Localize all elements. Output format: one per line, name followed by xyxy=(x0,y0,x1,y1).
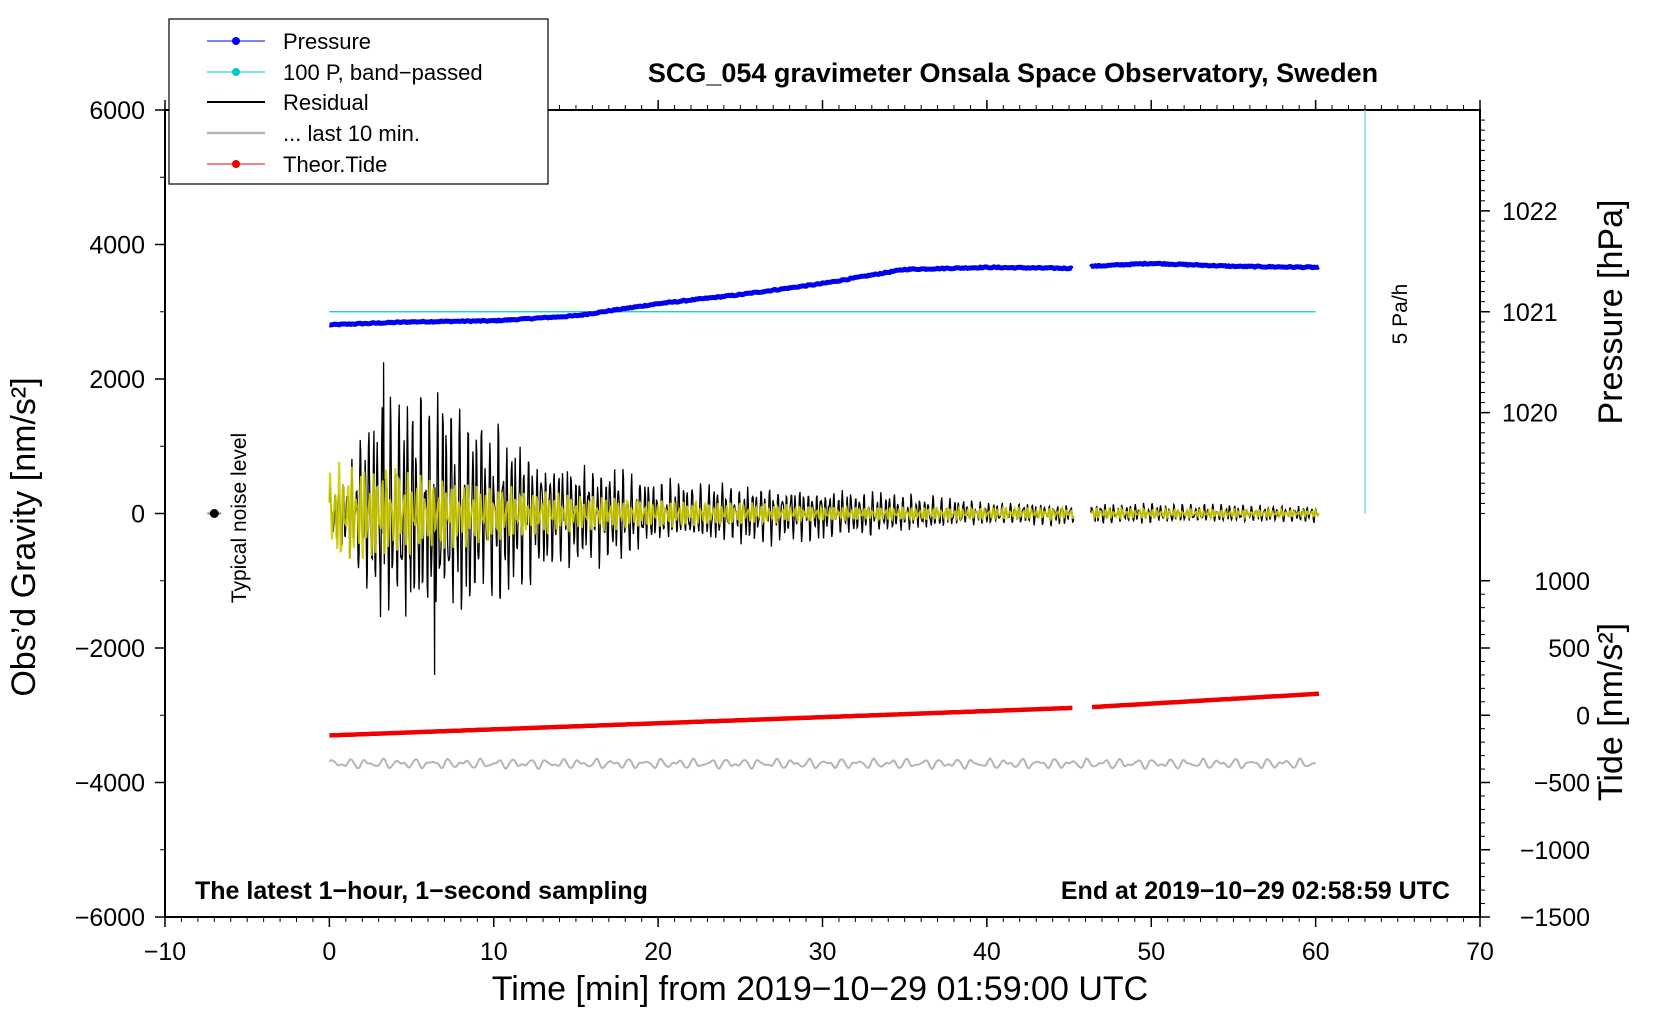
rate-label: 5 Pa/h xyxy=(1389,284,1412,345)
y-left-tick-label: 0 xyxy=(131,501,145,529)
y-left-tick-label: 4000 xyxy=(89,232,145,260)
y-left-tick-label: −6000 xyxy=(75,904,145,932)
x-tick-label: 10 xyxy=(480,938,508,966)
x-tick-label: 30 xyxy=(809,938,837,966)
x-tick-label: 60 xyxy=(1302,938,1330,966)
y-left-tick-label: 6000 xyxy=(89,97,145,125)
x-tick-label: −10 xyxy=(144,938,186,966)
tide-series xyxy=(329,691,1320,738)
x-tick-label: 20 xyxy=(644,938,672,966)
tide-tick-label: −500 xyxy=(1534,770,1590,798)
y-axis-left: 6000 4000 2000 0 −2000 −4000 −6000 xyxy=(75,97,165,932)
legend-entry-last10: ... last 10 min. xyxy=(207,121,420,146)
y-left-tick-label: 2000 xyxy=(89,366,145,394)
x-axis-title: Time [min] from 2019−10−29 01:59:00 UTC xyxy=(492,970,1148,1008)
legend-label-tide: Theor.Tide xyxy=(283,152,387,177)
chart-title: SCG_054 gravimeter Onsala Space Observat… xyxy=(648,58,1378,88)
legend-entry-bandpassed: 100 P, band−passed xyxy=(207,60,483,85)
x-tick-label: 40 xyxy=(973,938,1001,966)
bandpassed-overlay-series xyxy=(328,461,1320,560)
tide-tick-label: −1500 xyxy=(1520,904,1590,932)
pressure-tick-label: 1022 xyxy=(1502,198,1558,226)
tide-tick-label: 1000 xyxy=(1534,568,1590,596)
pressure-series xyxy=(328,260,1320,328)
tide-tick-label: 500 xyxy=(1548,635,1590,663)
legend-label-residual: Residual xyxy=(283,90,369,115)
x-tick-label: 70 xyxy=(1466,938,1494,966)
y-axis-left-title: Obs’d Gravity [nm/s²] xyxy=(5,377,43,696)
legend-entry-tide: Theor.Tide xyxy=(207,152,387,177)
noise-level-label: Typical noise level xyxy=(228,433,251,603)
legend-marker-pressure xyxy=(232,37,240,45)
y-axis-right-top-title: Pressure [hPa] xyxy=(1592,200,1630,425)
pressure-tick-label: 1021 xyxy=(1502,299,1558,327)
last-10-min-series xyxy=(328,757,1316,771)
legend-label-pressure: Pressure xyxy=(283,29,371,54)
legend-label-last10: ... last 10 min. xyxy=(283,121,420,146)
legend-label-bandpassed: 100 P, band−passed xyxy=(283,60,483,85)
legend-marker-bandpassed xyxy=(232,68,240,76)
legend-marker-tide xyxy=(232,160,240,168)
legend-entry-pressure: Pressure xyxy=(207,29,371,54)
footer-left-label: The latest 1−hour, 1−second sampling xyxy=(195,877,648,905)
x-tick-label: 0 xyxy=(322,938,336,966)
legend: Pressure 100 P, band−passed Residual ...… xyxy=(168,18,549,185)
x-axis: −10 0 10 20 30 40 50 60 70 xyxy=(144,100,1494,966)
y-axis-right: 1022 1021 1020 1000 500 0 −500 −1000 −1500 xyxy=(1480,119,1590,932)
y-left-tick-label: −2000 xyxy=(75,635,145,663)
series-layer xyxy=(328,260,1320,771)
x-tick-label: 50 xyxy=(1137,938,1165,966)
noise-level-marker xyxy=(209,509,219,518)
footer-right-label: End at 2019−10−29 02:58:59 UTC xyxy=(1061,877,1450,905)
tide-tick-label: 0 xyxy=(1576,702,1590,730)
y-left-tick-label: −4000 xyxy=(75,770,145,798)
y-axis-right-bottom-title: Tide [nm/s²] xyxy=(1592,623,1630,801)
annotation-layer xyxy=(207,110,1366,518)
legend-entry-residual: Residual xyxy=(207,90,369,115)
pressure-tick-label: 1020 xyxy=(1502,400,1558,428)
tide-tick-label: −1000 xyxy=(1520,837,1590,865)
